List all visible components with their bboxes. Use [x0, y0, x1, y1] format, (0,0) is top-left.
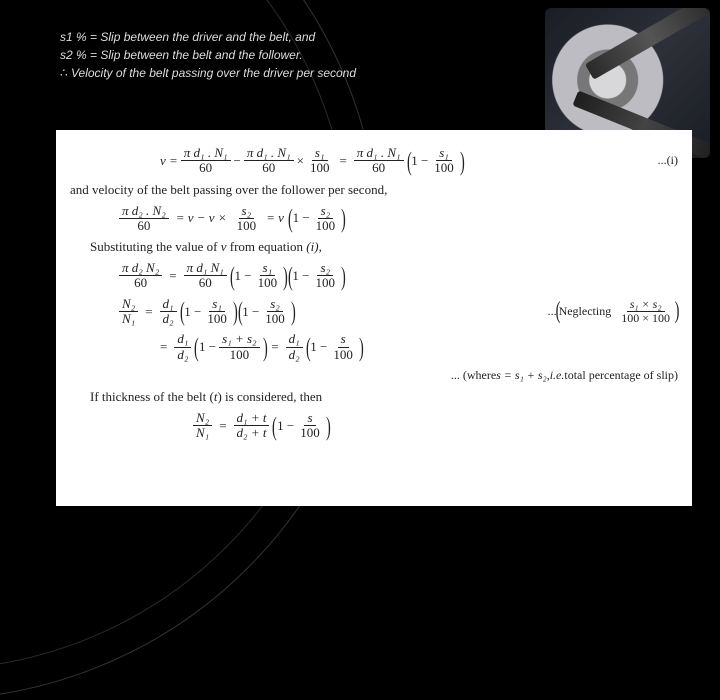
equation-6: N₂N₁ = d₁ + td₂ + t (1 − s100 ) — [190, 411, 678, 441]
eq1-lhs: ν = — [160, 153, 178, 169]
eq1-ref: ...(i) — [658, 153, 678, 168]
equation-2: π d₂ . N₂60 = ν − ν × s₂100 = ν ( 1 − s₂… — [116, 204, 678, 234]
line-substituting: Substituting the value of ν from equatio… — [90, 239, 678, 255]
s1-def: = Slip between the driver and the belt, … — [90, 30, 315, 44]
equation-1: ν = π d₁ . N₁60 − π d₁ . N₁60 × s₁100 = … — [160, 146, 678, 176]
equation-3: π d₂ N₂60 = π d₁ N₁60 (1 − s₁100 ) (1 − … — [116, 261, 678, 291]
neglecting-note: ... ( Neglecting s₁ × s₂100 × 100 ) — [548, 298, 678, 325]
equation-5: = d₁d₂ (1 − s₁ + s₂100 ) = d₁d₂ (1 − s10… — [156, 332, 678, 362]
equation-4: N₂N₁ = d₁d₂ (1 − s₁100 ) (1 − s₂100 ) ..… — [116, 297, 678, 327]
where-note: ... (where s = s₁ + s₂ , i.e. total perc… — [70, 368, 678, 383]
line-follower-velocity: and velocity of the belt passing over th… — [70, 182, 678, 198]
therefore-symbol: ∴ — [60, 66, 71, 80]
intro-conclusion: Velocity of the belt passing over the dr… — [71, 66, 356, 80]
s2-var: s2 % — [60, 48, 90, 62]
intro-text: s1 % = Slip between the driver and the b… — [60, 28, 356, 82]
line-thickness: If thickness of the belt (t) is consider… — [90, 389, 678, 405]
s2-def: = Slip between the belt and the follower… — [90, 48, 303, 62]
derivation-panel: ν = π d₁ . N₁60 − π d₁ . N₁60 × s₁100 = … — [56, 130, 692, 506]
s1-var: s1 % — [60, 30, 90, 44]
